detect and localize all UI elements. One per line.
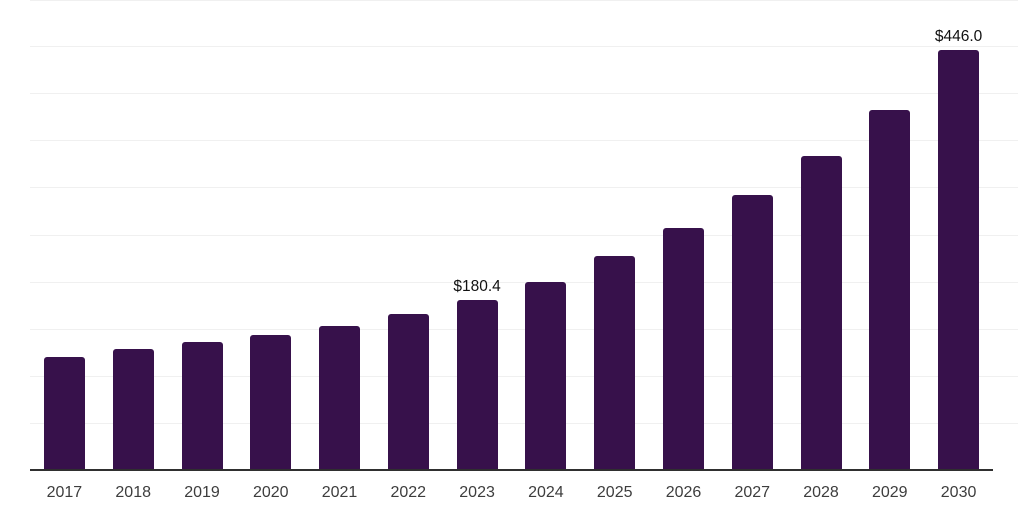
x-tick-2017: 2017 (46, 484, 83, 501)
bar-2026 (663, 227, 704, 470)
bar-2024 (525, 281, 567, 470)
x-tick-2019: 2019 (184, 484, 220, 501)
bar-2017 (43, 357, 85, 470)
data-label-2023: $180.4 (453, 278, 501, 296)
x-tick-2028: 2028 (803, 484, 839, 501)
x-tick-2025: 2025 (596, 484, 633, 501)
x-tick-2026: 2026 (665, 484, 702, 501)
bar-2023 (456, 300, 498, 470)
x-tick-2030: 2030 (940, 484, 977, 501)
bar-2030 (938, 49, 980, 470)
bar-2027 (731, 194, 773, 470)
bar-2019 (181, 341, 223, 470)
bar-2028 (800, 156, 842, 470)
bar-2022 (387, 313, 429, 470)
x-tick-2021: 2021 (321, 484, 358, 501)
x-tick-2022: 2022 (390, 484, 427, 501)
bar-2029 (869, 110, 911, 470)
data-label-2030: $446.0 (934, 27, 983, 45)
gridline-400 (30, 93, 1018, 95)
x-tick-2023: 2023 (459, 484, 495, 501)
gridline-450 (30, 46, 1018, 48)
bar-2021 (319, 325, 360, 470)
gridline-500 (30, 0, 1018, 1)
x-tick-2018: 2018 (115, 484, 151, 501)
bar-2020 (250, 335, 292, 470)
x-tick-2027: 2027 (734, 484, 771, 501)
bar-2018 (112, 349, 154, 470)
x-tick-2029: 2029 (871, 484, 908, 501)
x-tick-2020: 2020 (252, 484, 289, 501)
x-tick-2024: 2024 (528, 484, 564, 501)
x-axis-line (30, 469, 993, 471)
bar-2025 (594, 256, 636, 470)
